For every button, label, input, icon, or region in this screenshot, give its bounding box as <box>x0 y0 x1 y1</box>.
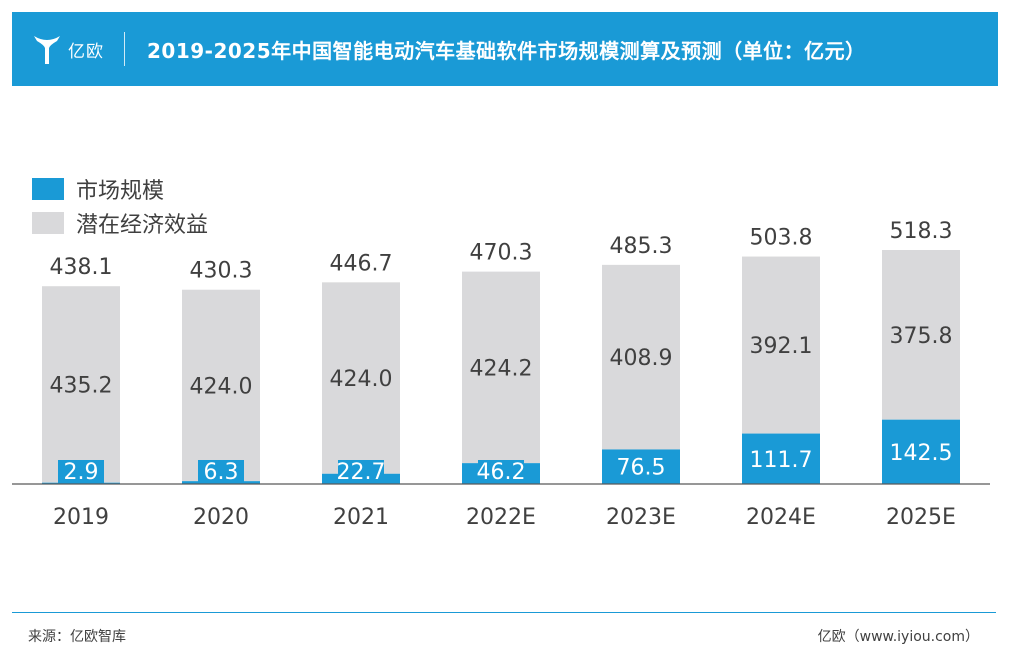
bar-market <box>602 449 680 484</box>
total-label: 430.3 <box>190 259 253 284</box>
x-tick-label: 2024E <box>746 505 816 530</box>
brand-logo: 亿欧 <box>32 32 104 66</box>
total-label: 518.3 <box>890 219 953 244</box>
legend-label-market: 市场规模 <box>76 179 165 204</box>
market-label-bg <box>478 460 524 484</box>
yiou-logo-icon <box>34 36 60 64</box>
bar-potential <box>462 271 540 464</box>
bar-potential <box>742 256 820 434</box>
header-banner: 亿欧 2019-2025年中国智能电动汽车基础软件市场规模测算及预测（单位：亿元… <box>12 12 998 86</box>
source-note: 来源：亿欧智库 <box>28 629 126 645</box>
legend-label-potential: 潜在经济效益 <box>76 213 209 238</box>
chart-legend: 市场规模 潜在经济效益 <box>32 172 208 240</box>
legend-item-market: 市场规模 <box>32 172 208 206</box>
data-label-market: 22.7 <box>337 460 386 485</box>
data-label-potential: 424.0 <box>330 367 393 392</box>
bar-potential <box>42 286 120 483</box>
bar-potential <box>882 250 960 420</box>
bar-market <box>742 433 820 484</box>
data-label-potential: 424.2 <box>470 356 533 381</box>
bar-potential <box>602 264 680 450</box>
bar-potential <box>182 289 260 482</box>
total-label: 485.3 <box>610 234 673 259</box>
chart-title: 2019-2025年中国智能电动汽车基础软件市场规模测算及预测（单位：亿元） <box>147 38 866 63</box>
x-tick-label: 2020 <box>193 505 249 530</box>
data-label-potential: 408.9 <box>610 346 673 371</box>
footer-divider <box>12 612 996 613</box>
legend-item-potential: 潜在经济效益 <box>32 206 208 240</box>
x-tick-label: 2025E <box>886 505 956 530</box>
total-label: 470.3 <box>470 241 533 266</box>
total-label: 503.8 <box>750 226 813 251</box>
data-label-market: 111.7 <box>750 448 813 473</box>
data-label-market: 6.3 <box>204 460 239 485</box>
data-label-market: 46.2 <box>477 460 526 485</box>
legend-swatch-potential <box>32 212 64 234</box>
data-label-market: 76.5 <box>617 456 666 481</box>
x-tick-label: 2021 <box>333 505 389 530</box>
data-label-potential: 435.2 <box>50 373 113 398</box>
market-label-bg <box>338 460 384 484</box>
data-label-market: 142.5 <box>890 441 953 466</box>
header-divider <box>124 32 125 66</box>
data-label-potential: 392.1 <box>750 334 813 359</box>
data-label-potential: 424.0 <box>190 374 253 399</box>
x-tick-label: 2022E <box>466 505 536 530</box>
market-label-bg <box>58 460 104 484</box>
market-label-bg <box>198 460 244 484</box>
bar-potential <box>322 282 400 474</box>
legend-swatch-market <box>32 178 64 200</box>
data-label-market: 2.9 <box>64 460 99 485</box>
x-tick-label: 2019 <box>53 505 109 530</box>
x-tick-label: 2023E <box>606 505 676 530</box>
brand-name: 亿欧 <box>68 41 104 62</box>
data-label-potential: 375.8 <box>890 324 953 349</box>
site-credit: 亿欧（www.iyiou.com） <box>817 629 979 645</box>
bar-market <box>882 419 960 484</box>
total-label: 446.7 <box>330 251 393 276</box>
total-label: 438.1 <box>50 255 113 280</box>
